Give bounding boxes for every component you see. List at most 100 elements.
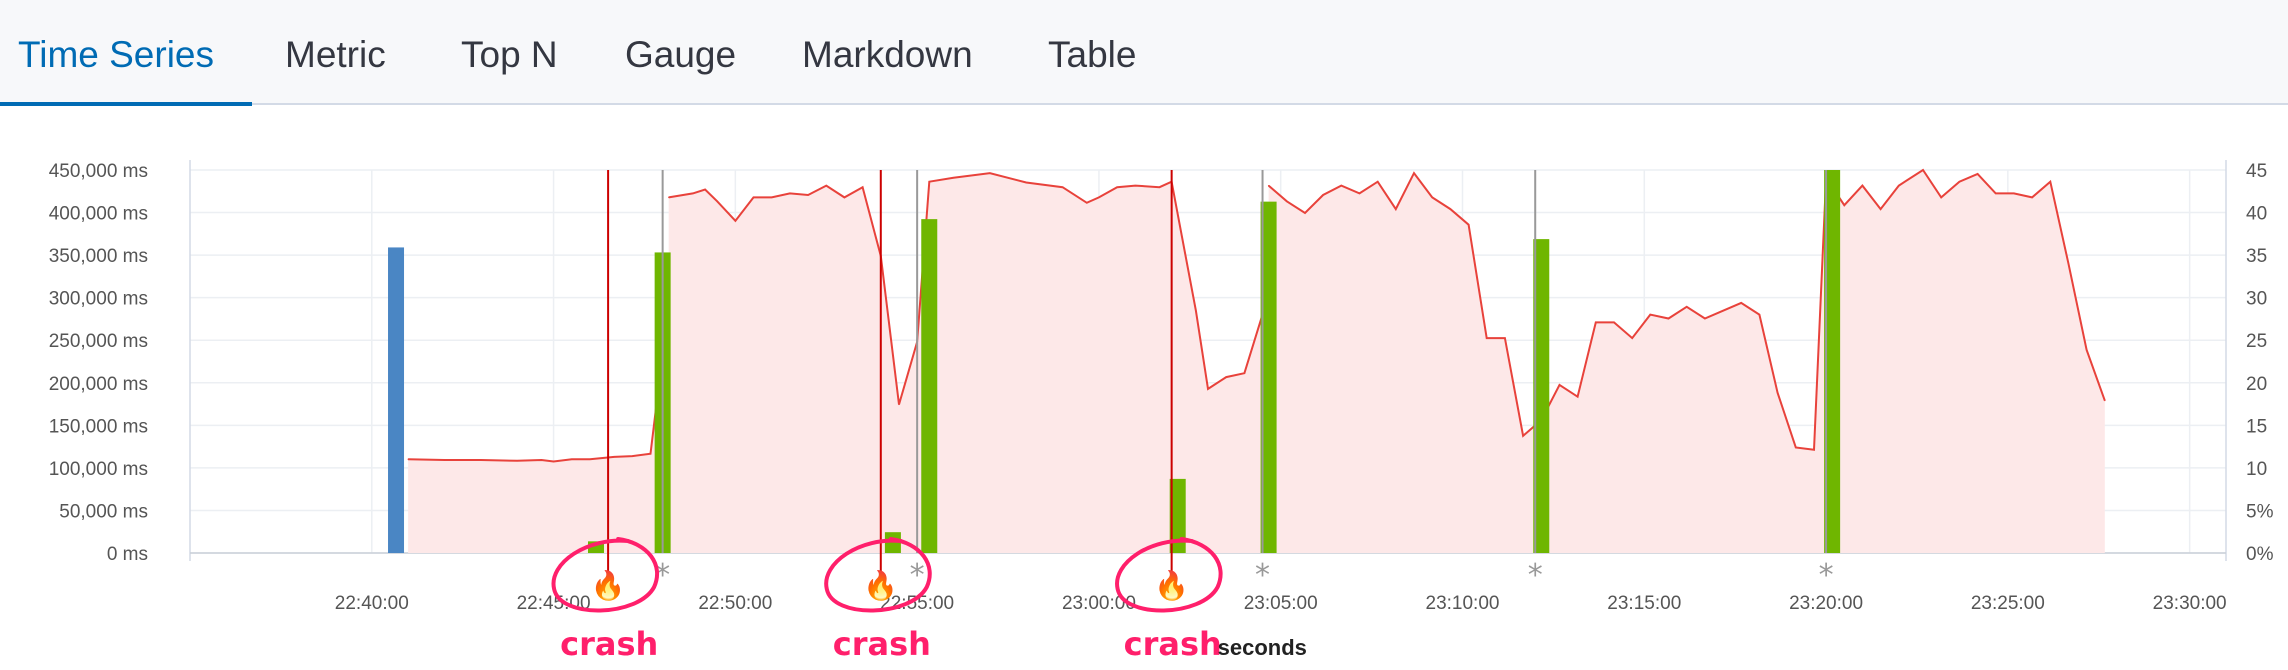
line-point [1995,192,1997,195]
line-point [1322,194,1324,196]
line-point [1158,186,1161,188]
line-point [1225,376,1227,378]
line-point [1377,181,1379,183]
line-point [825,185,827,187]
tab-label: Gauge [625,34,737,75]
y-left-tick-label: 250,000 ms [49,331,148,352]
line-point [1686,306,1688,308]
tab-markdown[interactable]: Markdown [802,0,973,104]
y-right-tick-label: 35 [2246,246,2267,267]
line-point [862,186,864,188]
line-point [668,196,670,198]
y-left-tick-label: 150,000 ms [49,416,148,437]
tab-time-series[interactable]: Time Series [0,0,252,106]
green-bar [1824,170,1841,553]
line-point [1025,181,1027,184]
y-left-tick-label: 100,000 ms [49,459,148,480]
y-left-tick-label: 450,000 ms [49,161,148,182]
line-point [649,453,652,455]
line-point [552,460,555,463]
y-right-tick-label: 25 [2246,331,2267,352]
line-point [1649,314,1651,316]
x-tick-label: 22:40:00 [335,593,409,614]
line-point [734,220,736,222]
x-tick-label: 23:10:00 [1426,593,1500,614]
line-point [1504,337,1506,339]
line-point [1758,314,1761,316]
line-point [1880,208,1882,210]
line-point [1740,302,1742,304]
line-point [1304,212,1306,214]
tab-label: Table [1048,34,1137,75]
flame-icon: 🔥 [863,569,898,602]
line-point [1898,185,1900,187]
line-point [692,192,694,195]
line-point [1413,172,1415,174]
line-point [2086,349,2088,351]
line-point [2104,399,2106,402]
line-point [540,459,543,461]
line-point [1395,208,1397,210]
line-point [771,196,773,198]
crash-label: crash [560,625,659,663]
line-point [1595,321,1597,324]
x-tick-label: 23:15:00 [1607,593,1681,614]
tab-label: Time Series [18,34,215,75]
x-axis-title: seconds [1217,635,1307,660]
y-left-tick-label: 0 ms [107,544,148,565]
x-tick-label: 22:45:00 [517,593,591,614]
line-point [1577,396,1579,398]
line-point [789,192,791,195]
line-point [407,458,409,460]
blue-bar [388,247,405,553]
tab-gauge[interactable]: Gauge [625,0,736,104]
line-point [613,456,615,458]
green-bar [1533,239,1550,554]
line-point [2031,196,2033,198]
line-point [1061,186,1064,188]
tab-metric[interactable]: Metric [285,0,386,104]
line-point [2049,181,2051,183]
green-bar [587,541,604,553]
line-point [716,200,718,202]
x-tick-label: 23:25:00 [1971,593,2045,614]
y-left-tick-label: 200,000 ms [49,374,148,395]
line-point [1813,449,1815,451]
deploy-marker: * [1528,558,1543,593]
line-point [1558,384,1561,386]
line-point [1098,196,1100,198]
area-fill [408,353,663,553]
x-tick-label: 23:20:00 [1789,593,1863,614]
time-series-chart: * * * * * 0 ms 50,000 ms 100,000 ms 150,000 ms 2… [49,160,2274,614]
green-bar [1169,478,1186,553]
line-point [1843,204,1845,206]
line-point [516,460,518,462]
line-point [807,194,809,196]
area-fill [1268,170,2105,553]
x-tick-label: 22:55:00 [880,593,954,614]
y-left-tick-label: 400,000 ms [49,204,148,225]
line-point [1940,196,1942,198]
line-point [1134,185,1136,187]
tab-top-n[interactable]: Top N [461,0,558,104]
line-point [443,459,446,461]
line-point [1861,185,1864,187]
y-right-tick-label: 10 [2246,459,2267,480]
line-point [843,196,846,198]
line-point [1795,446,1797,449]
line-point [1522,435,1524,437]
crash-circle-annotation [1115,537,1223,613]
green-bar [921,219,938,554]
y-right-tick-label: 30 [2246,289,2267,310]
line-point [1722,310,1724,312]
line-point [1116,186,1118,188]
flame-icon: 🔥 [591,569,626,602]
line-point [952,177,955,179]
line-point [1358,192,1361,195]
line-point [1207,388,1209,390]
tab-table[interactable]: Table [1048,0,1136,104]
area-layer [407,168,2106,553]
y-left-tick-label: 50,000 ms [59,501,148,522]
flame-icon: 🔥 [1154,569,1189,602]
crash-circle-annotation [824,537,932,613]
